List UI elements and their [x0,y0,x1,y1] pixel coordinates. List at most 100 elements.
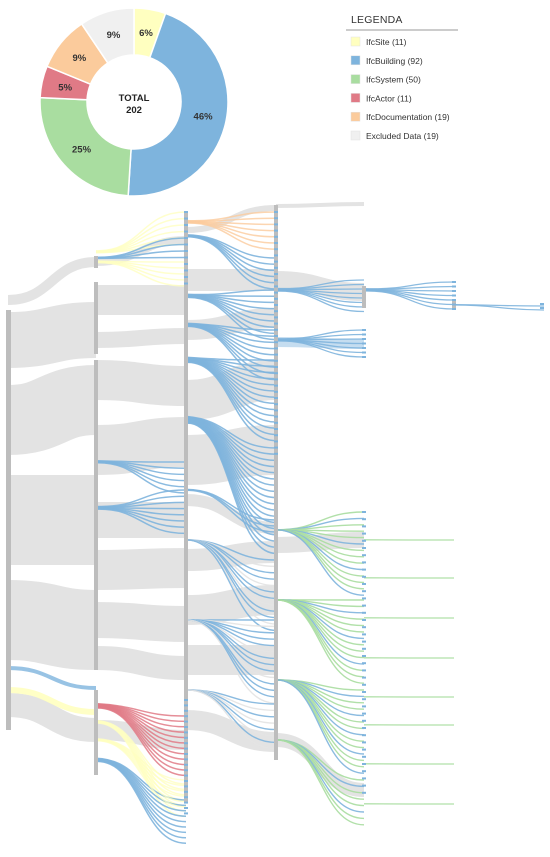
sankey-link-227 [185,619,277,704]
sankey-node-46 [274,366,278,368]
sankey-node-26 [274,242,278,244]
sankey-link-178 [275,599,365,678]
sankey-node-74 [184,769,188,772]
sankey-node-52 [274,403,278,406]
sankey-link-60 [185,236,277,290]
sankey-node-128 [452,303,456,306]
sankey-node-114 [362,734,366,737]
sankey-link-165 [275,529,365,596]
sankey-node-122 [362,791,366,794]
sankey-link-144 [363,285,455,290]
sankey-node-3 [94,360,98,670]
sankey-node-9 [184,211,188,213]
sankey-node-15 [184,250,188,252]
sankey-node-69 [184,742,188,745]
sankey-node-47 [274,372,278,375]
sankey-node-21 [274,211,278,213]
sankey-link-179 [275,599,365,684]
sankey-node-34 [274,291,278,294]
sankey-node-89 [362,554,366,557]
sankey-node-93 [362,583,366,585]
sankey-node-48 [274,378,278,381]
sankey-node-77 [184,785,188,788]
sankey-link-25 [185,585,277,625]
sankey-link-110 [185,422,277,555]
sankey-link-1 [7,302,97,368]
sankey-node-94 [362,590,366,593]
sankey-node-42 [274,341,278,344]
sankey-link-142 [275,340,365,358]
sankey-link-127 [185,489,277,533]
sankey-link-11 [95,360,187,406]
legend-title: LEGENDA [351,14,403,26]
sankey-node-136 [362,347,366,349]
sankey-link-153 [275,517,365,531]
sankey-link-28 [275,202,365,208]
sankey-node-108 [362,691,366,693]
sankey-link-6 [7,693,97,742]
sankey-link-20 [185,308,277,340]
sankey-node-13 [184,237,188,239]
sankey-node-96 [362,604,366,607]
sankey-link-201 [275,739,365,826]
sankey-node-90 [362,561,366,564]
legend-label-3: IfcActor (11) [366,93,412,103]
sankey-node-134 [362,338,366,340]
sankey-link-277 [95,740,187,808]
sankey-node-135 [362,342,366,345]
donut-percent-label-3: 5% [58,82,72,93]
sankey-node-75 [184,774,188,777]
sankey-link-23 [185,494,277,534]
legend-swatch-3 [350,93,361,103]
sankey-node-23 [274,223,278,226]
sankey-node-61 [184,699,188,701]
sankey-link-135 [275,290,365,313]
sankey-node-56 [274,428,278,430]
donut-percent-label-4: 9% [73,53,87,64]
sankey-link-42 [95,256,187,260]
sankey-node-119 [362,770,366,773]
sankey-node-68 [184,736,188,739]
sankey-link-54 [185,222,277,250]
legend-label-0: IfcSite (11) [366,37,407,47]
sankey-nodes [6,205,544,815]
sankey-link-29 [275,271,365,301]
sankey-node-27 [274,248,278,251]
sankey-node-18 [184,269,188,272]
sankey-node-105 [362,669,366,672]
sankey-node-117 [362,755,366,758]
sankey-node-98 [362,619,366,621]
sankey-link-177 [275,599,365,672]
sankey-node-16 [184,256,188,259]
sankey-node-124 [452,285,456,288]
sankey-node-66 [184,726,188,728]
sankey-node-111 [362,712,366,715]
donut-percent-label-5: 9% [107,30,121,41]
sankey-node-20 [184,282,188,285]
sankey-link-12 [95,417,187,475]
sankey-node-72 [184,758,188,761]
sankey-node-99 [362,626,366,629]
sankey-node-137 [362,351,366,354]
sankey-node-4 [94,690,98,775]
sankey-node-130 [540,303,544,305]
sankey-node-126 [452,294,456,297]
sankey-link-271 [95,760,187,844]
sankey-node-29 [274,260,278,263]
sankey-link-47 [95,261,187,287]
sankey-node-49 [274,384,278,387]
sankey-node-113 [362,727,366,729]
sankey-node-127 [452,299,456,301]
sankey-link-199 [275,739,365,813]
legend-label-4: IfcDocumentation (19) [366,112,450,122]
sankey-node-133 [362,333,366,336]
sankey-link-255 [95,707,187,777]
sankey-node-39 [274,322,278,325]
sankey-link-92 [185,361,277,442]
sankey-node-63 [184,709,188,712]
sankey-node-58 [274,440,278,443]
sankey-link-149 [363,290,455,310]
legend-swatch-4 [350,111,361,122]
sankey-node-36 [274,304,278,306]
sankey-node-51 [274,397,278,399]
